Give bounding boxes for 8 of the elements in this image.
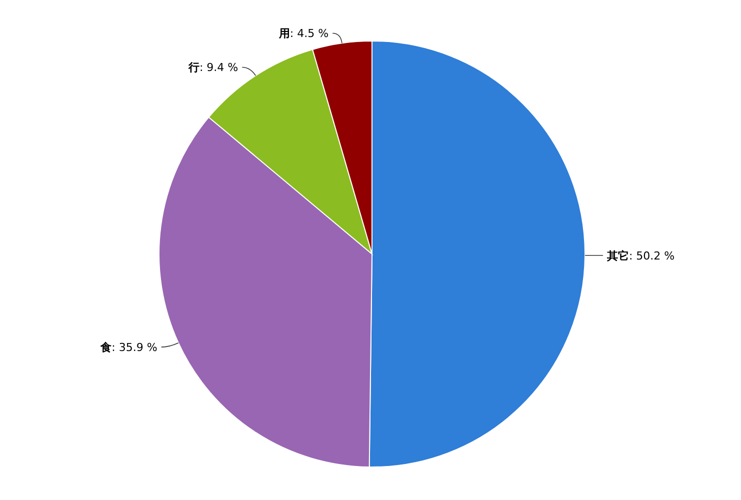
data-label: : 4.5 % [290,27,329,40]
data-label: : 35.9 % [112,341,158,354]
slice-label: 用 [278,27,290,40]
slice-label: 行 [188,61,200,74]
data-label: : 50.2 % [628,249,675,262]
slice-label: 食 [100,341,112,354]
data-label: : 9.4 % [200,61,238,74]
slice-label: 其它 [606,249,629,262]
